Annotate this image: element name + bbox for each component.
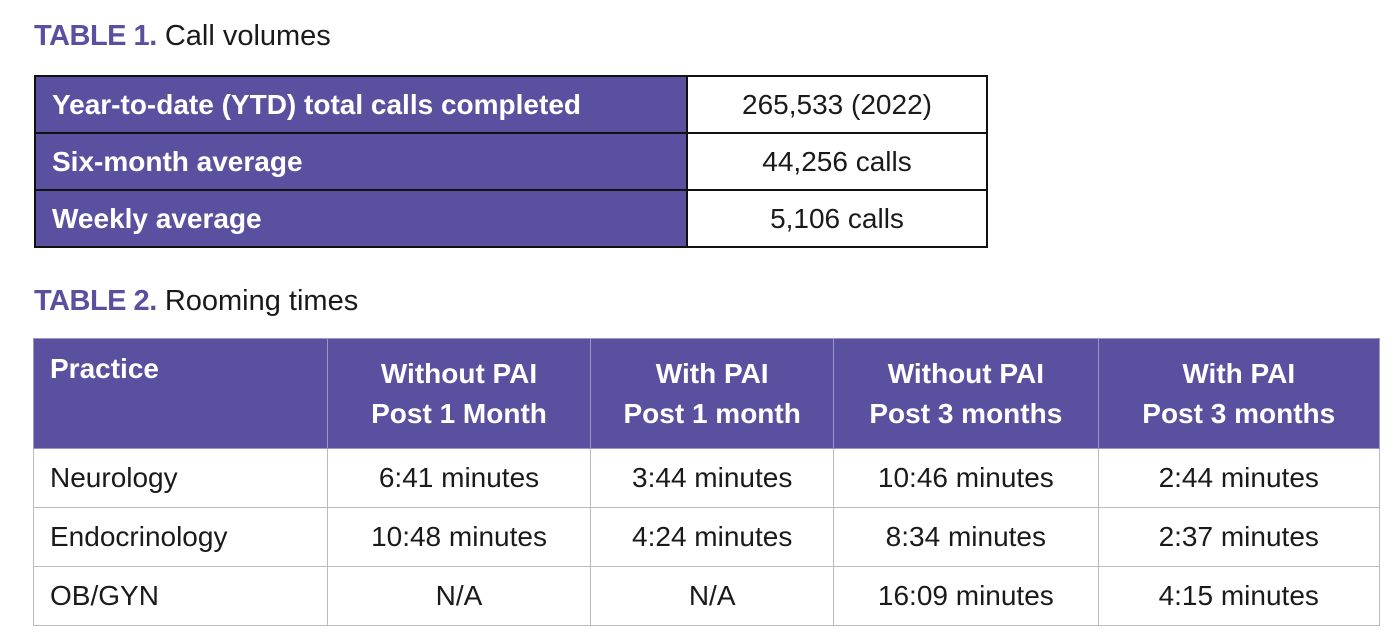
table1-caption: TABLE 1. Call volumes: [34, 20, 331, 53]
table-row: Neurology 6:41 minutes 3:44 minutes 10:46 m…: [33, 448, 1380, 508]
column-header: With PAI Post 1 month: [590, 338, 835, 449]
value-cell: 44,256 calls: [686, 132, 988, 191]
table2-label: TABLE 2.: [34, 285, 157, 317]
header-line: Post 3 months: [869, 397, 1063, 429]
time-cell: N/A: [590, 566, 835, 626]
column-header: With PAI Post 3 months: [1097, 338, 1380, 449]
time-cell: 16:09 minutes: [833, 566, 1099, 626]
time-cell: 4:24 minutes: [590, 507, 835, 567]
table1-title: Call volumes: [164, 20, 331, 52]
time-cell: 3:44 minutes: [590, 448, 835, 508]
label-cell: Weekly average: [34, 189, 688, 248]
header-line: Without PAI: [887, 357, 1044, 389]
table1-label: TABLE 1.: [34, 20, 157, 52]
header-line: Practice: [50, 353, 159, 384]
column-header: Without PAI Post 1 Month: [326, 338, 592, 449]
practice-cell: Neurology: [33, 448, 328, 508]
table-row: OB/GYN N/A N/A 16:09 minutes 4:15 minutes: [33, 566, 1380, 626]
practice-cell: OB/GYN: [33, 566, 328, 626]
column-header: Without PAI Post 3 months: [833, 338, 1099, 449]
time-cell: 4:15 minutes: [1097, 566, 1380, 626]
value-cell: 5,106 calls: [686, 189, 988, 248]
table-row: Six-month average 44,256 calls: [34, 132, 988, 191]
call-volumes-table: Year-to-date (YTD) total calls completed…: [34, 75, 988, 248]
header-line: Post 1 month: [623, 397, 801, 429]
header-line: With PAI: [655, 357, 769, 389]
header-line: Post 1 Month: [371, 397, 547, 429]
table-row: Weekly average 5,106 calls: [34, 189, 988, 248]
practice-cell: Endocrinology: [33, 507, 328, 567]
time-cell: 10:48 minutes: [326, 507, 592, 567]
time-cell: 2:44 minutes: [1097, 448, 1380, 508]
time-cell: 10:46 minutes: [833, 448, 1099, 508]
header-line: Without PAI: [380, 357, 538, 389]
header-line: Post 3 months: [1142, 397, 1336, 429]
time-cell: 2:37 minutes: [1097, 507, 1380, 567]
value-cell: 265,533 (2022): [686, 75, 988, 134]
table2-caption: TABLE 2. Rooming times: [34, 285, 358, 318]
header-line: With PAI: [1182, 357, 1296, 389]
time-cell: 6:41 minutes: [326, 448, 592, 508]
time-cell: N/A: [326, 566, 592, 626]
time-cell: 8:34 minutes: [833, 507, 1099, 567]
label-cell: Year-to-date (YTD) total calls completed: [34, 75, 688, 134]
column-header: Practice: [33, 338, 328, 449]
rooming-times-table: Practice Without PAI Post 1 Month With PAI P…: [33, 338, 1380, 626]
table-row: Endocrinology 10:48 minutes 4:24 minutes 8:…: [33, 507, 1380, 567]
label-cell: Six-month average: [34, 132, 688, 191]
table2-title: Rooming times: [164, 285, 359, 317]
table-row: Year-to-date (YTD) total calls completed…: [34, 75, 988, 134]
